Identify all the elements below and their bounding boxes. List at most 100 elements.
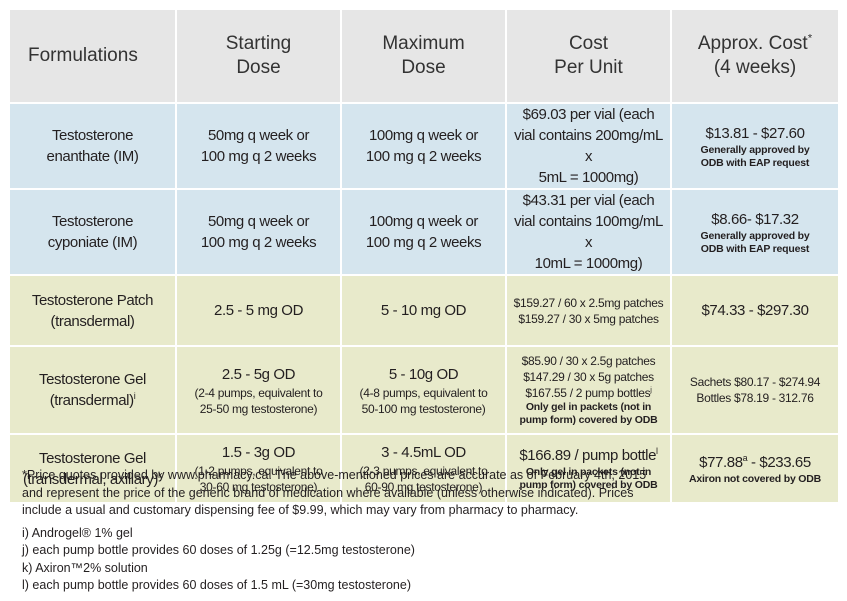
cell-line: $166.89 / pump bottlel <box>509 445 668 466</box>
cell-line: Testosterone Gel <box>39 371 146 388</box>
footnote-list: i) Androgel® 1% gel j) each pump bottle p… <box>22 525 837 595</box>
cell-line: 5mL = 1000mg) <box>538 169 639 186</box>
cell-line: 3 - 4.5mL OD <box>381 444 466 461</box>
cell-note: Generally approved by <box>700 229 810 242</box>
cell-line: Maximum <box>382 33 465 54</box>
cell-detail: (2-3 pumps, equivalent to <box>359 464 488 478</box>
table-cell: 3 - 4.5mL OD (2-3 pumps, equivalent to 60-… <box>340 433 507 504</box>
cell-line: Testosterone <box>51 127 134 144</box>
cell-line: 1.5 - 3g OD <box>221 444 296 461</box>
cell-line: (transdermal, axillary)k <box>12 469 173 490</box>
cell-line: 2.5 - 5 mg OD <box>214 302 303 319</box>
cell-line: Formulations <box>28 45 138 66</box>
cell-line: 100 mg q 2 weeks <box>365 234 482 251</box>
table-cell: Testosterone Gel (transdermal, axillary)k <box>8 433 177 504</box>
footnote: l) each pump bottle provides 60 doses of… <box>22 578 411 592</box>
cell-detail: (2-4 pumps, equivalent to <box>194 385 323 400</box>
cell-line: $8.66- $17.32 <box>711 210 799 228</box>
table-row: Testosterone Gel (transdermal)i 2.5 - 5g O… <box>8 345 840 435</box>
table-cell: 50mg q week or 100 mg q 2 weeks <box>175 102 342 190</box>
superscript: l <box>656 446 658 456</box>
cell-line: 50mg q week or <box>207 213 310 230</box>
cell-line: Per Unit <box>554 57 623 78</box>
cell-detail: $147.29 / 30 x 5g patches <box>523 370 654 384</box>
table-cell: $8.66- $17.32 Generally approved by ODB wi… <box>670 188 840 276</box>
cell-line-text: (transdermal) <box>49 392 134 409</box>
cell-line: $69.03 per vial (each <box>522 106 655 123</box>
table-row: Testosterone enanthate (IM) 50mg q week or… <box>8 102 840 190</box>
cell-detail: $159.27 / 30 x 5mg patches <box>518 311 659 326</box>
cell-line: $74.33 - $297.30 <box>701 302 809 319</box>
cell-note: pump form) covered by ODB <box>519 479 658 491</box>
superscript: a <box>742 452 748 463</box>
cell-line: $77.88a - $233.65 <box>674 452 836 473</box>
cell-detail: Bottles $78.19 - 312.76 <box>696 391 814 405</box>
table-cell: 5 - 10g OD (4-8 pumps, equivalent to 50-10… <box>340 345 507 435</box>
cell-line: enanthate (IM) <box>46 148 139 165</box>
table-cell: 100mg q week or 100 mg q 2 weeks <box>340 188 507 276</box>
cell-line: 100 mg q 2 weeks <box>365 148 482 165</box>
superscript: i <box>133 391 136 401</box>
table-cell: $43.31 per vial (each vial contains 100mg… <box>505 188 672 276</box>
table-cell: Testosterone cyponiate (IM) <box>8 188 177 276</box>
paragraph-line: include a usual and customary dispensing… <box>22 503 579 517</box>
table-body: Formulations Starting Dose Maximum Dose Cost P… <box>8 8 840 504</box>
cell-line: 50mg q week or <box>207 127 310 144</box>
cell-detail: Sachets $80.17 - $274.94 <box>689 375 821 389</box>
cell-detail-text: $167.55 / 2 pump bottles <box>525 386 651 400</box>
cell-note: ODB with EAP request <box>700 156 810 169</box>
cell-line: 2.5 - 5g OD <box>221 365 296 383</box>
header-cell: Approx. Cost* (4 weeks) <box>670 8 840 104</box>
table-cell: 2.5 - 5g OD (2-4 pumps, equivalent to 25-5… <box>175 345 342 435</box>
cell-line: 5 - 10g OD <box>388 365 459 383</box>
cell-line: Cost <box>568 33 609 54</box>
cell-line: (transdermal)i <box>12 390 173 411</box>
cell-note: Only gel in packets (not in <box>525 466 652 478</box>
cell-line: (transdermal) <box>50 312 135 330</box>
cell-line: cyponiate (IM) <box>47 234 138 251</box>
cell-line: $13.81 - $27.60 <box>705 124 805 142</box>
cell-line: (4 weeks) <box>713 57 797 78</box>
cell-line: 10mL = 1000mg) <box>534 255 643 272</box>
cell-line: 100 mg q 2 weeks <box>200 148 317 165</box>
table-cell: Testosterone Patch (transdermal) <box>8 274 177 347</box>
header-cell: Maximum Dose <box>340 8 507 104</box>
cell-note: ODB with EAP request <box>700 242 810 255</box>
table-cell: $77.88a - $233.65 Axiron not covered by O… <box>670 433 840 504</box>
cell-line: 100 mg q 2 weeks <box>200 234 317 251</box>
header-cell: Formulations <box>8 8 177 104</box>
cell-line: Dose <box>401 57 446 78</box>
cell-detail: $159.27 / 60 x 2.5mg patches <box>513 295 664 310</box>
table-cell: $74.33 - $297.30 <box>670 274 840 347</box>
table-row: Testosterone Gel (transdermal, axillary)k… <box>8 433 840 504</box>
formulation-table: Formulations Starting Dose Maximum Dose Cost P… <box>8 8 840 504</box>
cell-line: 100mg q week or <box>368 213 479 230</box>
cell-line: vial contains 100mg/mL x <box>514 213 663 251</box>
cell-detail: 60-90 mg testosterone) <box>364 480 483 494</box>
superscript: k <box>157 469 163 480</box>
table-cell: 2.5 - 5 mg OD <box>175 274 342 347</box>
table-cell: 1.5 - 3g OD (1-2 pumps, equivalent to 30-6… <box>175 433 342 504</box>
cell-detail: $85.90 / 30 x 2.5g patches <box>521 354 656 368</box>
cell-line-text: $77.88 <box>699 453 743 471</box>
footnotes: *Price quotes provided by www.pharmacy.c… <box>22 467 837 595</box>
cell-line: Testosterone Patch <box>31 291 154 309</box>
table-cell: Testosterone enanthate (IM) <box>8 102 177 190</box>
cell-detail: 50-100 mg testosterone) <box>361 401 486 416</box>
cell-detail: 30-60 mg testosterone) <box>199 480 318 494</box>
table-cell: $69.03 per vial (each vial contains 200mg… <box>505 102 672 190</box>
table-row: Testosterone cyponiate (IM) 50mg q week or… <box>8 188 840 276</box>
cell-line: Testosterone Gel <box>39 449 146 467</box>
superscript: j <box>650 385 652 394</box>
table-cell: $85.90 / 30 x 2.5g patches $147.29 / 30 x… <box>505 345 672 435</box>
table-cell: Sachets $80.17 - $274.94 Bottles $78.19 -… <box>670 345 840 435</box>
footnote: i) Androgel® 1% gel <box>22 525 133 540</box>
paragraph-line: and represent the price of the generic b… <box>22 485 634 500</box>
cell-detail: (4-8 pumps, equivalent to <box>359 385 488 400</box>
cell-note: pump form) covered by ODB <box>519 414 658 426</box>
cell-line: Testosterone <box>51 213 134 230</box>
table-cell: 50mg q week or 100 mg q 2 weeks <box>175 188 342 276</box>
header-row: Formulations Starting Dose Maximum Dose Cost P… <box>8 8 840 104</box>
table-cell: $166.89 / pump bottlel Only gel in packet… <box>505 433 672 504</box>
